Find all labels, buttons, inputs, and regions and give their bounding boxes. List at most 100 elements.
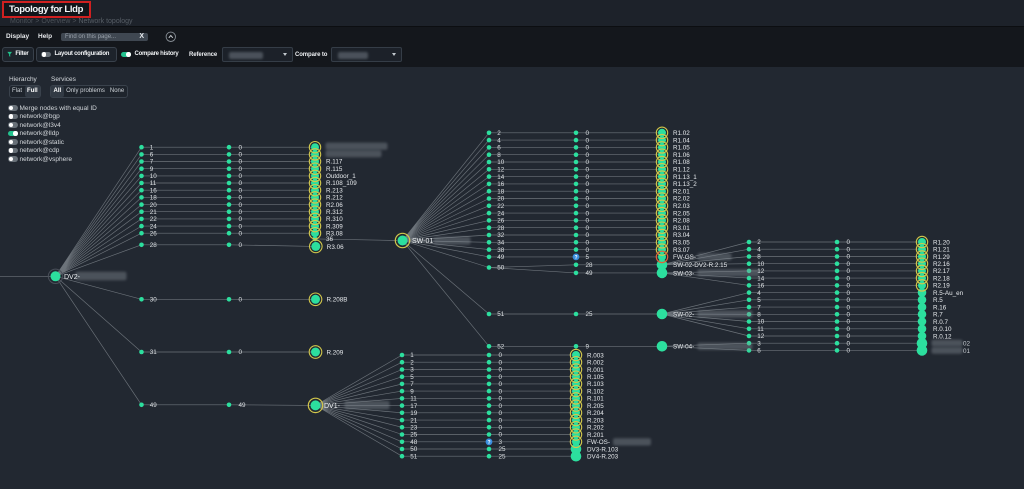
svg-text:0: 0 [847, 326, 851, 333]
svg-text:9: 9 [410, 388, 414, 395]
svg-text:0: 0 [847, 304, 851, 311]
svg-text:?: ? [487, 440, 490, 446]
svg-text:R1.13_1: R1.13_1 [673, 174, 697, 181]
svg-text:12: 12 [757, 268, 765, 275]
svg-text:R.115: R.115 [326, 166, 343, 173]
svg-text:0: 0 [239, 180, 243, 187]
svg-text:R1.06: R1.06 [673, 152, 690, 159]
svg-text:10: 10 [757, 319, 765, 326]
svg-text:5: 5 [586, 254, 590, 261]
svg-text:R1.04: R1.04 [673, 137, 690, 144]
svg-text:02: 02 [963, 341, 971, 348]
svg-text:SW-02-: SW-02- [673, 311, 694, 318]
svg-text:R1.05: R1.05 [673, 145, 690, 152]
svg-text:0: 0 [499, 403, 503, 410]
svg-text:0: 0 [239, 242, 243, 249]
svg-text:R.117: R.117 [326, 159, 343, 166]
svg-text:0: 0 [847, 283, 851, 290]
svg-text:R.309: R.309 [326, 223, 343, 230]
svg-text:18: 18 [497, 188, 505, 195]
svg-text:DV3-R.103: DV3-R.103 [587, 446, 619, 453]
svg-text:0: 0 [239, 144, 243, 151]
svg-text:25: 25 [410, 432, 418, 439]
svg-text:8: 8 [497, 152, 501, 159]
svg-text:R3.04: R3.04 [673, 232, 690, 239]
svg-text:0: 0 [586, 196, 590, 203]
svg-text:0: 0 [847, 297, 851, 304]
svg-text:3: 3 [499, 439, 503, 446]
svg-text:R3.07: R3.07 [673, 247, 690, 254]
svg-text:0: 0 [586, 240, 590, 247]
svg-text:22: 22 [497, 203, 505, 210]
svg-text:R2.19: R2.19 [933, 283, 950, 290]
svg-text:5: 5 [410, 374, 414, 381]
svg-text:0: 0 [847, 312, 851, 319]
svg-text:SW-02-DV2-R.2.15: SW-02-DV2-R.2.15 [673, 262, 728, 269]
svg-text:9: 9 [150, 166, 154, 173]
svg-text:0: 0 [239, 173, 243, 180]
svg-text:28: 28 [150, 242, 158, 249]
svg-text:0: 0 [239, 297, 243, 304]
svg-text:12: 12 [497, 167, 505, 174]
svg-text:10: 10 [757, 261, 765, 268]
svg-text:R.212: R.212 [326, 195, 343, 202]
svg-text:R.202: R.202 [587, 425, 604, 432]
svg-text:R.103: R.103 [587, 381, 604, 388]
svg-text:R2.08: R2.08 [673, 218, 690, 225]
svg-text:R2.18: R2.18 [933, 275, 950, 282]
svg-text:R.0.7: R.0.7 [933, 319, 949, 326]
svg-text:0: 0 [499, 359, 503, 366]
svg-text:0: 0 [847, 340, 851, 347]
svg-text:SW-03-: SW-03- [673, 270, 694, 277]
svg-text:5: 5 [757, 297, 761, 304]
svg-text:R.0.10: R.0.10 [933, 326, 952, 333]
svg-text:22: 22 [150, 216, 158, 223]
svg-text:SW-01: SW-01 [412, 238, 433, 245]
svg-text:48: 48 [410, 439, 418, 446]
svg-text:18: 18 [150, 195, 158, 202]
svg-text:0: 0 [239, 159, 243, 166]
svg-text:R.312: R.312 [326, 209, 343, 216]
svg-text:R.5-Au_en: R.5-Au_en [933, 290, 964, 297]
svg-text:0: 0 [586, 167, 590, 174]
svg-text:4: 4 [757, 290, 761, 297]
svg-text:49: 49 [586, 270, 594, 277]
svg-text:FW-OS-: FW-OS- [587, 439, 610, 446]
svg-text:0: 0 [499, 425, 503, 432]
svg-text:0: 0 [847, 290, 851, 297]
svg-text:R2.17: R2.17 [933, 268, 950, 275]
svg-text:0: 0 [847, 319, 851, 326]
svg-text:0: 0 [239, 166, 243, 173]
svg-text:51: 51 [410, 453, 418, 460]
svg-text:R2.06: R2.06 [326, 202, 343, 209]
svg-text:R.310: R.310 [326, 216, 343, 223]
svg-text:30: 30 [150, 297, 158, 304]
svg-text:R.5: R.5 [933, 297, 943, 304]
svg-text:31: 31 [150, 349, 158, 356]
svg-text:50: 50 [497, 265, 505, 272]
svg-text:DV2-: DV2- [64, 274, 81, 281]
svg-text:R3.01: R3.01 [673, 225, 690, 232]
svg-text:7: 7 [410, 381, 414, 388]
svg-text:R3.08: R3.08 [326, 230, 343, 237]
svg-text:R.203: R.203 [587, 417, 604, 424]
svg-text:25: 25 [499, 446, 507, 453]
svg-text:14: 14 [497, 174, 505, 181]
svg-text:16: 16 [757, 283, 765, 290]
svg-text:0: 0 [847, 333, 851, 340]
svg-text:25: 25 [499, 453, 507, 460]
svg-text:R.108_109: R.108_109 [326, 180, 357, 187]
svg-text:52: 52 [497, 344, 505, 351]
svg-text:0: 0 [586, 188, 590, 195]
svg-text:0: 0 [499, 367, 503, 374]
svg-text:Outdoor_1: Outdoor_1 [326, 173, 356, 180]
svg-text:0: 0 [847, 348, 851, 355]
svg-text:R.105: R.105 [587, 374, 604, 381]
svg-text:11: 11 [150, 180, 157, 187]
svg-text:11: 11 [757, 326, 764, 333]
svg-text:R1.08: R1.08 [673, 159, 690, 166]
svg-text:10: 10 [497, 159, 505, 166]
svg-text:51: 51 [497, 311, 505, 318]
svg-text:0: 0 [847, 254, 851, 261]
svg-text:0: 0 [586, 152, 590, 159]
